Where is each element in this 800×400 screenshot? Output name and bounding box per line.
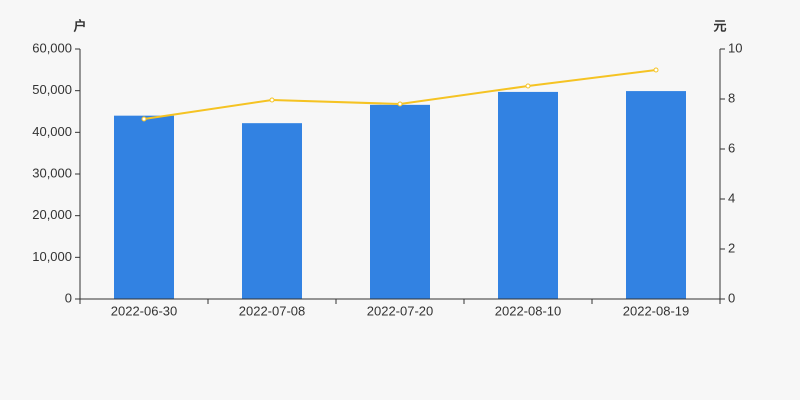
line-point	[141, 116, 147, 122]
y2-tick-label: 8	[728, 90, 735, 105]
y2-axis-unit: 元	[713, 18, 726, 33]
y-tick-label: 60,000	[32, 40, 72, 55]
x-tick-label: 2022-08-10	[495, 303, 562, 318]
bar	[242, 123, 302, 300]
bar	[370, 104, 430, 299]
bar	[626, 91, 686, 299]
y-tick-label: 10,000	[32, 249, 72, 264]
bar	[114, 115, 174, 300]
bar	[498, 91, 558, 300]
y-axis-unit: 户	[73, 18, 86, 33]
x-tick-label: 2022-07-20	[367, 303, 434, 318]
x-tick-label: 2022-07-08	[239, 303, 306, 318]
y-tick-label: 50,000	[32, 82, 72, 97]
x-tick-label: 2022-06-30	[111, 303, 178, 318]
y2-tick-label: 0	[728, 290, 735, 305]
y2-tick-label: 6	[728, 140, 735, 155]
line-point	[653, 67, 659, 73]
y-tick-label: 40,000	[32, 124, 72, 139]
y2-tick-label: 4	[728, 190, 735, 205]
y-tick-label: 30,000	[32, 165, 72, 180]
y-tick-label: 20,000	[32, 207, 72, 222]
y2-tick-label: 10	[728, 40, 742, 55]
line-point	[525, 83, 531, 89]
line-point	[269, 97, 275, 103]
x-tick-label: 2022-08-19	[623, 303, 690, 318]
line-point	[397, 101, 403, 107]
y2-tick-label: 2	[728, 240, 735, 255]
y-tick-label: 0	[65, 290, 72, 305]
